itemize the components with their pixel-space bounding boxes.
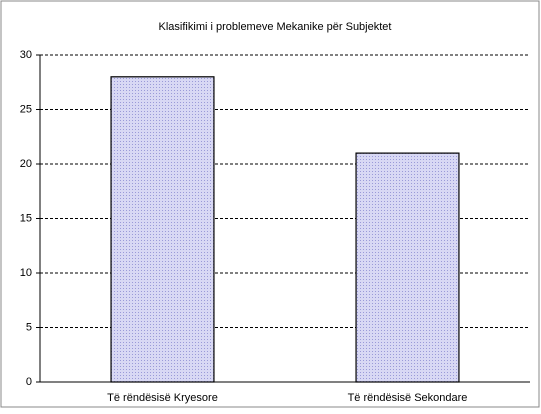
bar xyxy=(110,76,215,383)
y-tick-label: 25 xyxy=(20,103,32,115)
bar xyxy=(355,152,460,383)
y-tick-label: 10 xyxy=(20,267,32,279)
y-tick-label: 15 xyxy=(20,212,32,224)
y-tick-label: 5 xyxy=(26,321,32,333)
y-tick-label: 0 xyxy=(26,376,32,388)
chart-title: Klasifikimi i problemeve Mekanike për Su… xyxy=(159,21,392,33)
y-tick-label: 20 xyxy=(20,158,32,170)
x-tick-label: Të rëndësisë Sekondare xyxy=(348,392,468,404)
y-tick-label: 30 xyxy=(20,49,32,61)
x-tick-label: Të rëndësisë Kryesore xyxy=(107,392,218,404)
